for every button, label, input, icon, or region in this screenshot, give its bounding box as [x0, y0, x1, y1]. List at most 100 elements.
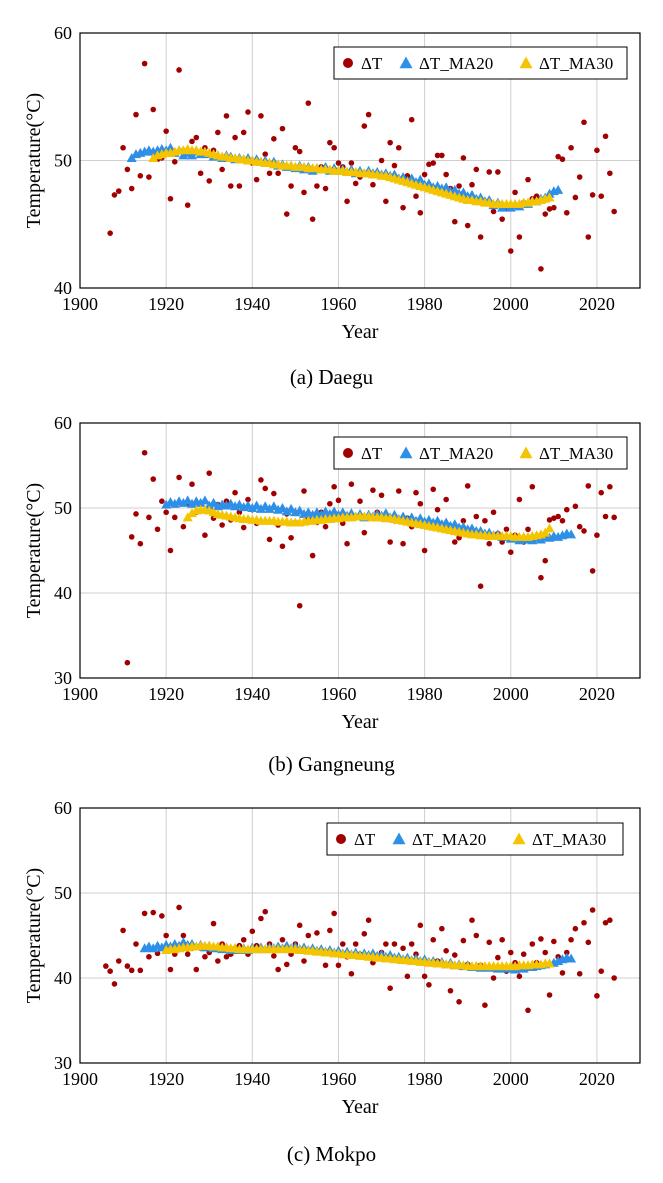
data-point-dt	[585, 483, 592, 489]
data-point-dt	[400, 945, 406, 952]
data-point-ma20	[406, 173, 417, 183]
data-point-dt	[279, 125, 286, 132]
data-point-dt	[197, 170, 204, 177]
data-point-ma20	[169, 498, 180, 508]
legend-label-ma20: ΔT_MA20	[412, 830, 486, 849]
data-point-dt	[589, 907, 596, 913]
data-point-dt	[490, 509, 497, 516]
data-point-dt	[223, 113, 230, 119]
data-point-dt	[443, 948, 449, 954]
data-point-dt	[516, 496, 523, 503]
data-point-dt	[581, 528, 587, 534]
legend-label-dt: ΔT	[361, 54, 383, 73]
data-point-dt	[146, 953, 152, 960]
data-point-dt	[395, 144, 402, 151]
data-point-dt	[383, 941, 389, 947]
data-point-dt	[128, 534, 135, 540]
data-point-dt	[202, 953, 208, 960]
data-point-dt	[581, 119, 587, 126]
data-point-dt	[150, 106, 157, 113]
data-point-dt	[133, 111, 139, 118]
data-point-ma30	[148, 152, 159, 162]
legend-label-ma20: ΔT_MA20	[419, 444, 493, 463]
x-tick-label: 2000	[493, 1069, 529, 1089]
x-axis-title: Year	[342, 711, 379, 733]
x-tick-label: 1900	[62, 294, 98, 314]
data-point-dt	[189, 138, 195, 145]
chart-caption-mokpo: (c) Mokpo	[286, 1142, 377, 1166]
data-point-dt	[572, 503, 579, 510]
data-point-dt	[176, 67, 182, 73]
data-point-dt	[460, 517, 467, 524]
data-point-dt	[563, 209, 570, 216]
data-point-dt	[232, 134, 238, 141]
data-point-ma20	[178, 497, 189, 507]
chart-mokpo: 1900 1920 1940 1960 1980 2000 2020 30 40 50 60 Year…	[23, 798, 641, 1118]
plot-area-frame	[79, 422, 641, 679]
data-point-dt	[516, 973, 523, 980]
data-point-ma20	[441, 182, 452, 192]
data-point-dt	[266, 536, 273, 543]
data-point-dt	[271, 490, 277, 497]
data-point-dt	[215, 129, 221, 136]
data-point-dt	[327, 927, 333, 934]
x-tick-label: 1980	[407, 684, 443, 704]
data-point-dt	[451, 539, 458, 545]
data-point-dt	[361, 123, 368, 129]
data-point-dt	[551, 938, 557, 945]
data-point-dt	[357, 498, 363, 504]
y-tick-label: 40	[54, 583, 72, 603]
data-point-dt	[585, 939, 592, 946]
data-point-dt	[103, 963, 109, 969]
x-tick-label: 2020	[579, 684, 615, 704]
chart-panel-mokpo: 1900 1920 1940 1960 1980 2000 2020 30 40 50 60 Year…	[0, 785, 663, 1183]
x-tick-label: 1940	[234, 684, 270, 704]
data-point-dt	[262, 485, 269, 492]
data-point-dt	[133, 511, 139, 517]
data-point-ma20	[458, 187, 469, 197]
data-point-dt	[391, 941, 398, 947]
x-tick-label: 1940	[234, 294, 270, 314]
data-point-dt	[456, 183, 462, 189]
data-point-dt	[378, 157, 385, 164]
data-point-ma20	[553, 184, 564, 194]
data-point-dt	[137, 540, 144, 547]
legend-marker-ma20	[392, 832, 406, 845]
legend-marker-dt	[343, 448, 353, 458]
data-point-dt	[490, 975, 497, 981]
data-point-dt	[607, 483, 613, 490]
data-point-dt	[202, 532, 208, 538]
x-tick-label: 2020	[579, 1069, 615, 1089]
data-point-dt	[206, 178, 213, 184]
series-ma30	[182, 504, 555, 541]
data-point-dt	[576, 970, 583, 977]
legend-label-ma30: ΔT_MA30	[539, 444, 613, 463]
data-point-dt	[120, 144, 126, 151]
data-point-dt	[322, 523, 329, 530]
data-point-dt	[180, 523, 187, 530]
data-point-dt	[499, 216, 505, 222]
data-point-dt	[262, 908, 269, 915]
legend-box	[333, 436, 628, 470]
chart-panel-daegu: 1900 1920 1940 1960 1980 2000 2020 40 50 60 Year Te…	[0, 0, 663, 390]
data-point-dt	[348, 160, 355, 166]
legend-label-dt: ΔT	[361, 444, 383, 463]
data-point-dt	[439, 152, 445, 159]
y-tick-label: 30	[54, 668, 72, 688]
x-tick-label: 1960	[320, 1069, 356, 1089]
data-point-dt	[292, 144, 299, 151]
data-point-dt	[171, 158, 178, 165]
data-point-ma20	[467, 189, 477, 199]
data-point-dt	[141, 910, 148, 917]
data-point-dt	[426, 982, 432, 988]
data-point-dt	[443, 171, 449, 178]
chart-gangneung: 1900 1920 1940 1960 1980 2000 2020 30 40 50 60 Year…	[23, 413, 641, 733]
data-point-dt	[258, 113, 264, 119]
y-tick-label: 50	[54, 883, 72, 903]
data-point-dt	[180, 932, 187, 939]
data-point-ma20	[324, 508, 335, 518]
data-point-dt	[555, 513, 561, 520]
data-point-dt	[137, 173, 144, 179]
data-point-dt	[167, 195, 174, 202]
data-point-dt	[611, 514, 617, 521]
